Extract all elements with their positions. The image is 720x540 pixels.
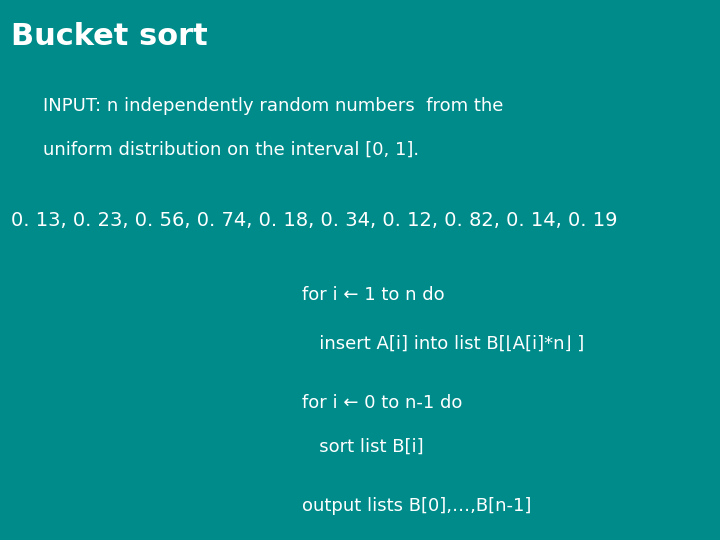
Text: Bucket sort: Bucket sort (11, 22, 207, 51)
Text: for i ← 0 to n-1 do: for i ← 0 to n-1 do (302, 394, 463, 412)
Text: 0. 13, 0. 23, 0. 56, 0. 74, 0. 18, 0. 34, 0. 12, 0. 82, 0. 14, 0. 19: 0. 13, 0. 23, 0. 56, 0. 74, 0. 18, 0. 34… (11, 211, 617, 229)
Text: insert A[i] into list B[⌊A[i]*n⌋ ]: insert A[i] into list B[⌊A[i]*n⌋ ] (302, 335, 585, 353)
Text: INPUT: n independently random numbers  from the: INPUT: n independently random numbers fr… (43, 97, 503, 115)
Text: for i ← 1 to n do: for i ← 1 to n do (302, 286, 445, 304)
Text: sort list B[i]: sort list B[i] (302, 437, 424, 455)
Text: output lists B[0],…,B[n-1]: output lists B[0],…,B[n-1] (302, 497, 532, 515)
Text: uniform distribution on the interval [0, 1].: uniform distribution on the interval [0,… (43, 140, 419, 158)
